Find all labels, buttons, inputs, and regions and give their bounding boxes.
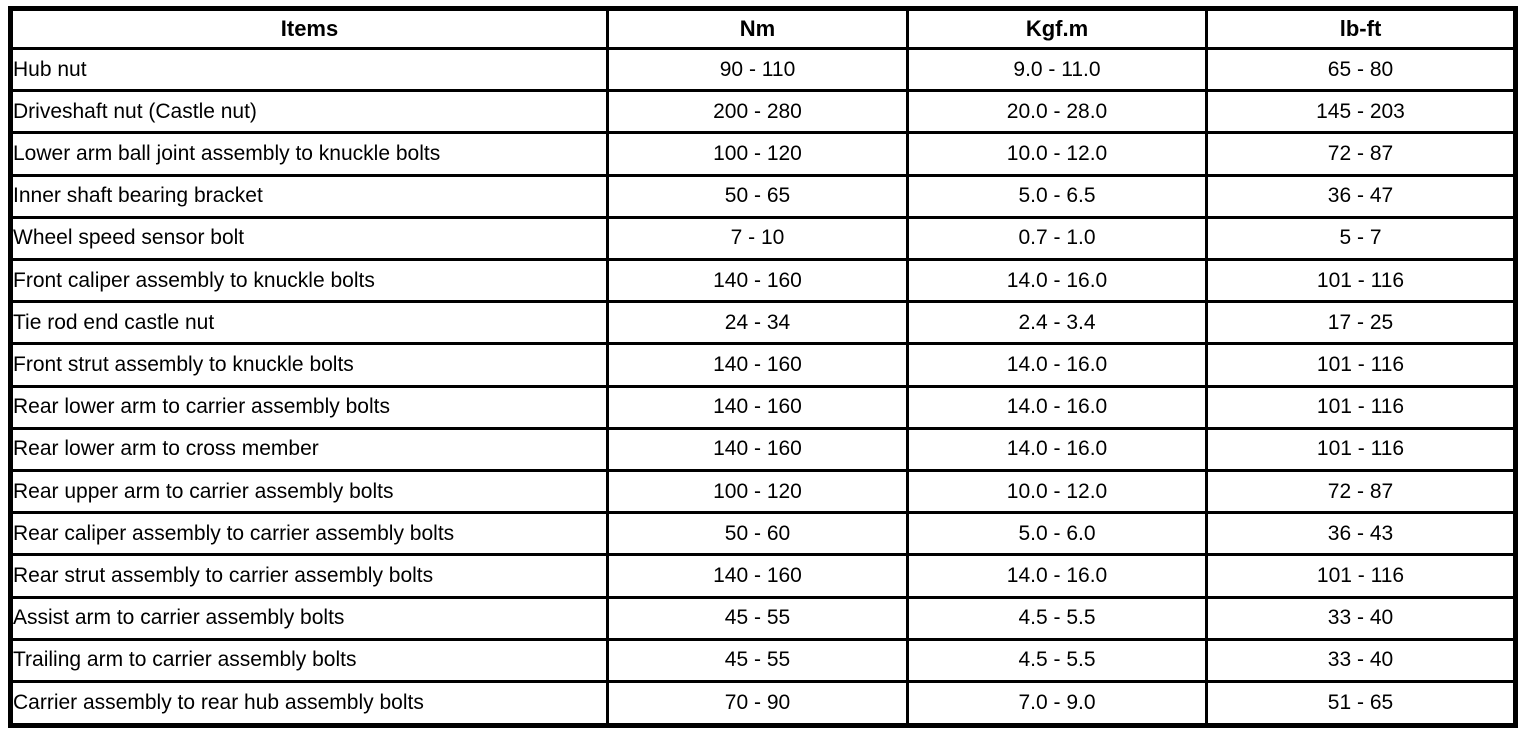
item-cell: Rear upper arm to carrier assembly bolts <box>9 469 609 515</box>
value-cell: 100 - 120 <box>606 131 909 177</box>
value-cell: 140 - 160 <box>606 258 909 304</box>
value-cell: 20.0 - 28.0 <box>906 89 1208 135</box>
value-cell: 50 - 60 <box>606 511 909 557</box>
item-cell: Trailing arm to carrier assembly bolts <box>9 637 609 684</box>
table-row: Carrier assembly to rear hub assembly bo… <box>9 680 1517 727</box>
value-cell: 36 - 43 <box>1205 511 1517 557</box>
table-row: Rear lower arm to cross member 140 - 160 1… <box>9 426 1517 473</box>
item-cell: Tie rod end castle nut <box>9 300 609 346</box>
value-cell: 140 - 160 <box>606 553 909 599</box>
column-header-lbft: lb-ft <box>1205 7 1517 50</box>
value-cell: 101 - 116 <box>1205 342 1517 388</box>
column-header-items: Items <box>9 7 609 50</box>
item-cell: Carrier assembly to rear hub assembly bo… <box>9 680 609 727</box>
item-cell: Rear strut assembly to carrier assembly … <box>9 553 609 599</box>
value-cell: 50 - 65 <box>606 173 909 219</box>
value-cell: 14.0 - 16.0 <box>906 426 1208 473</box>
table-row: Trailing arm to carrier assembly bolts 45… <box>9 637 1517 684</box>
value-cell: 10.0 - 12.0 <box>906 131 1208 177</box>
value-cell: 65 - 80 <box>1205 46 1517 93</box>
torque-spec-table: Items Nm Kgf.m lb-ft Hub nut 90 - 110 9.0 … <box>8 6 1518 728</box>
item-cell: Front strut assembly to knuckle bolts <box>9 342 609 388</box>
value-cell: 7.0 - 9.0 <box>906 680 1208 727</box>
table-row: Tie rod end castle nut 24 - 34 2.4 - 3.4 17… <box>9 300 1517 346</box>
value-cell: 5.0 - 6.5 <box>906 173 1208 219</box>
item-cell: Rear lower arm to carrier assembly bolts <box>9 384 609 430</box>
value-cell: 7 - 10 <box>606 215 909 262</box>
value-cell: 140 - 160 <box>606 384 909 430</box>
value-cell: 200 - 280 <box>606 89 909 135</box>
item-cell: Rear lower arm to cross member <box>9 426 609 473</box>
value-cell: 5.0 - 6.0 <box>906 511 1208 557</box>
table-row: Inner shaft bearing bracket 50 - 65 5.0 - … <box>9 173 1517 219</box>
value-cell: 101 - 116 <box>1205 258 1517 304</box>
value-cell: 0.7 - 1.0 <box>906 215 1208 262</box>
value-cell: 17 - 25 <box>1205 300 1517 346</box>
item-cell: Wheel speed sensor bolt <box>9 215 609 262</box>
value-cell: 14.0 - 16.0 <box>906 342 1208 388</box>
value-cell: 9.0 - 11.0 <box>906 46 1208 93</box>
value-cell: 45 - 55 <box>606 595 909 641</box>
item-cell: Inner shaft bearing bracket <box>9 173 609 219</box>
value-cell: 90 - 110 <box>606 46 909 93</box>
table-body: Hub nut 90 - 110 9.0 - 11.0 65 - 80 Drivesha… <box>9 46 1517 727</box>
table-row: Rear caliper assembly to carrier assembl… <box>9 511 1517 557</box>
value-cell: 14.0 - 16.0 <box>906 258 1208 304</box>
item-cell: Lower arm ball joint assembly to knuckle… <box>9 131 609 177</box>
value-cell: 140 - 160 <box>606 342 909 388</box>
value-cell: 5 - 7 <box>1205 215 1517 262</box>
value-cell: 101 - 116 <box>1205 384 1517 430</box>
value-cell: 72 - 87 <box>1205 131 1517 177</box>
value-cell: 14.0 - 16.0 <box>906 384 1208 430</box>
column-header-nm: Nm <box>606 7 909 50</box>
value-cell: 100 - 120 <box>606 469 909 515</box>
table-row: Rear strut assembly to carrier assembly … <box>9 553 1517 599</box>
item-cell: Front caliper assembly to knuckle bolts <box>9 258 609 304</box>
column-header-kgfm: Kgf.m <box>906 7 1208 50</box>
value-cell: 4.5 - 5.5 <box>906 637 1208 684</box>
table-row: Hub nut 90 - 110 9.0 - 11.0 65 - 80 <box>9 46 1517 93</box>
table-row: Driveshaft nut (Castle nut) 200 - 280 20.0… <box>9 89 1517 135</box>
value-cell: 2.4 - 3.4 <box>906 300 1208 346</box>
item-cell: Driveshaft nut (Castle nut) <box>9 89 609 135</box>
value-cell: 101 - 116 <box>1205 553 1517 599</box>
value-cell: 51 - 65 <box>1205 680 1517 727</box>
value-cell: 36 - 47 <box>1205 173 1517 219</box>
table-row: Wheel speed sensor bolt 7 - 10 0.7 - 1.0 5 … <box>9 215 1517 262</box>
table-row: Rear upper arm to carrier assembly bolts… <box>9 469 1517 515</box>
item-cell: Hub nut <box>9 46 609 93</box>
item-cell: Assist arm to carrier assembly bolts <box>9 595 609 641</box>
table-row: Assist arm to carrier assembly bolts 45 -… <box>9 595 1517 641</box>
value-cell: 101 - 116 <box>1205 426 1517 473</box>
value-cell: 33 - 40 <box>1205 595 1517 641</box>
value-cell: 4.5 - 5.5 <box>906 595 1208 641</box>
value-cell: 24 - 34 <box>606 300 909 346</box>
value-cell: 14.0 - 16.0 <box>906 553 1208 599</box>
value-cell: 140 - 160 <box>606 426 909 473</box>
value-cell: 72 - 87 <box>1205 469 1517 515</box>
table-row: Lower arm ball joint assembly to knuckle… <box>9 131 1517 177</box>
value-cell: 145 - 203 <box>1205 89 1517 135</box>
value-cell: 70 - 90 <box>606 680 909 727</box>
item-cell: Rear caliper assembly to carrier assembl… <box>9 511 609 557</box>
value-cell: 45 - 55 <box>606 637 909 684</box>
table-row: Front caliper assembly to knuckle bolts 1… <box>9 258 1517 304</box>
header-row: Items Nm Kgf.m lb-ft <box>9 7 1517 50</box>
table-row: Rear lower arm to carrier assembly bolts… <box>9 384 1517 430</box>
value-cell: 10.0 - 12.0 <box>906 469 1208 515</box>
table-row: Front strut assembly to knuckle bolts 140… <box>9 342 1517 388</box>
value-cell: 33 - 40 <box>1205 637 1517 684</box>
